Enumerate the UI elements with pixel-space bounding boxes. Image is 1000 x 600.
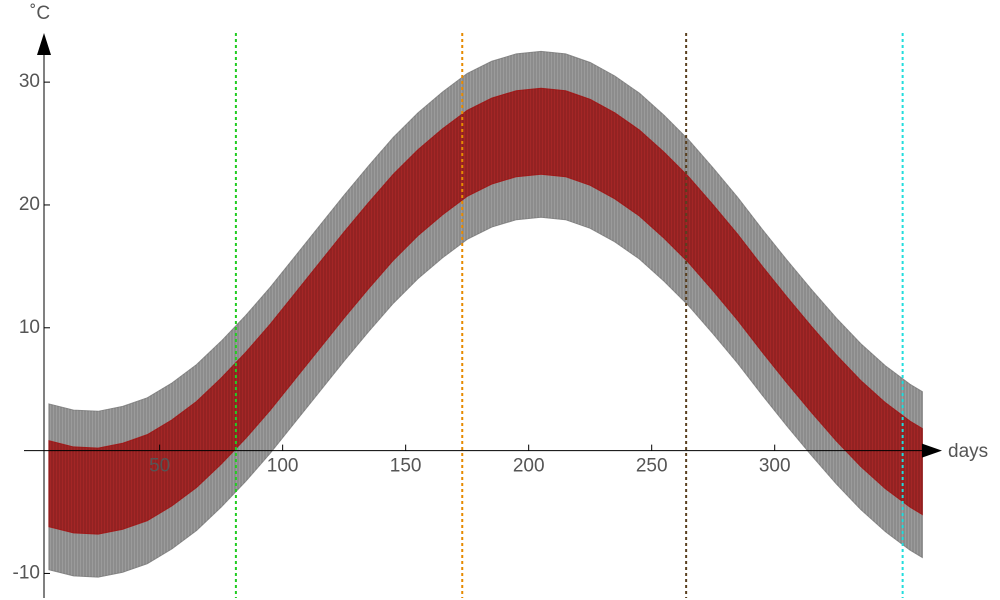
- x-axis-arrow: [922, 443, 942, 458]
- band-texture: [48, 51, 923, 578]
- y-tick-label: 10: [19, 317, 40, 338]
- y-tick-label: 20: [19, 194, 40, 215]
- x-axis-label: days: [948, 441, 988, 462]
- x-tick-label: 100: [267, 456, 299, 477]
- y-tick-label: 30: [19, 71, 40, 92]
- x-tick-label: 250: [636, 456, 668, 477]
- x-tick-label: 200: [513, 456, 545, 477]
- x-tick-label: 300: [759, 456, 791, 477]
- y-axis-label: ˚C: [30, 3, 50, 24]
- y-axis-arrow: [37, 33, 51, 55]
- x-tick-label: 50: [149, 456, 170, 477]
- band-texture: [48, 88, 923, 535]
- x-tick-label: 150: [390, 456, 422, 477]
- y-tick-label: -10: [13, 562, 40, 583]
